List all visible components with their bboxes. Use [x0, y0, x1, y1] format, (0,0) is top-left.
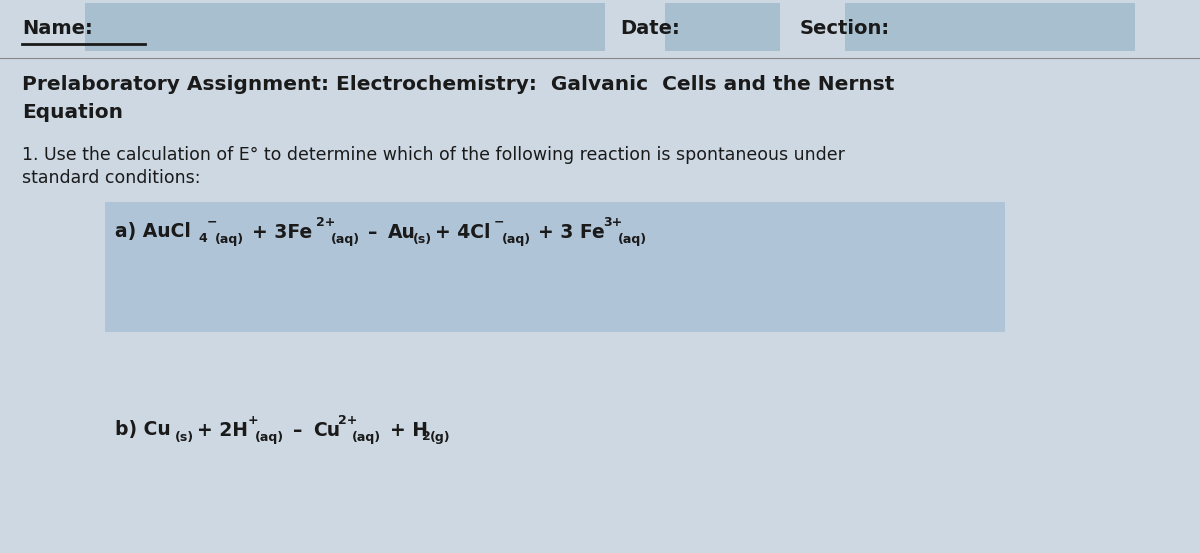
Text: a) AuCl: a) AuCl [115, 222, 191, 242]
Text: Date:: Date: [620, 18, 679, 38]
Text: –: – [368, 222, 377, 242]
Text: (g): (g) [430, 431, 451, 445]
Text: –: – [293, 420, 302, 440]
Text: 2: 2 [422, 430, 431, 444]
Text: Au: Au [388, 222, 416, 242]
Text: + 4Cl: + 4Cl [436, 222, 491, 242]
Text: 1. Use the calculation of E° to determine which of the following reaction is spo: 1. Use the calculation of E° to determin… [22, 146, 845, 164]
Text: 4: 4 [198, 232, 206, 246]
Text: + 2H: + 2H [197, 420, 248, 440]
Text: 2+: 2+ [316, 216, 335, 228]
Text: Name:: Name: [22, 18, 92, 38]
Text: (s): (s) [175, 431, 194, 445]
Text: (aq): (aq) [256, 431, 284, 445]
Text: (aq): (aq) [618, 233, 647, 247]
Bar [845, 3, 1135, 51]
Bar [665, 3, 780, 51]
Text: Equation: Equation [22, 103, 124, 123]
Text: 2+: 2+ [338, 414, 358, 426]
Text: +: + [248, 414, 259, 426]
Text: −: − [208, 216, 217, 228]
Text: standard conditions:: standard conditions: [22, 169, 200, 187]
Text: (aq): (aq) [352, 431, 382, 445]
Bar [85, 3, 605, 51]
Text: (aq): (aq) [331, 233, 360, 247]
Text: (aq): (aq) [502, 233, 532, 247]
Text: (aq): (aq) [215, 233, 244, 247]
Text: Section:: Section: [800, 18, 890, 38]
Text: Cu: Cu [313, 420, 340, 440]
Bar [106, 202, 1006, 332]
Text: Prelaboratory Assignment: Electrochemistry:  Galvanic  Cells and the Nernst: Prelaboratory Assignment: Electrochemist… [22, 76, 894, 95]
Text: + 3 Fe: + 3 Fe [538, 222, 605, 242]
Text: 3+: 3+ [604, 216, 623, 228]
Text: + H: + H [390, 420, 428, 440]
Text: + 3Fe: + 3Fe [252, 222, 312, 242]
Text: (s): (s) [413, 233, 432, 247]
Text: b) Cu: b) Cu [115, 420, 170, 440]
Text: −: − [494, 216, 504, 228]
